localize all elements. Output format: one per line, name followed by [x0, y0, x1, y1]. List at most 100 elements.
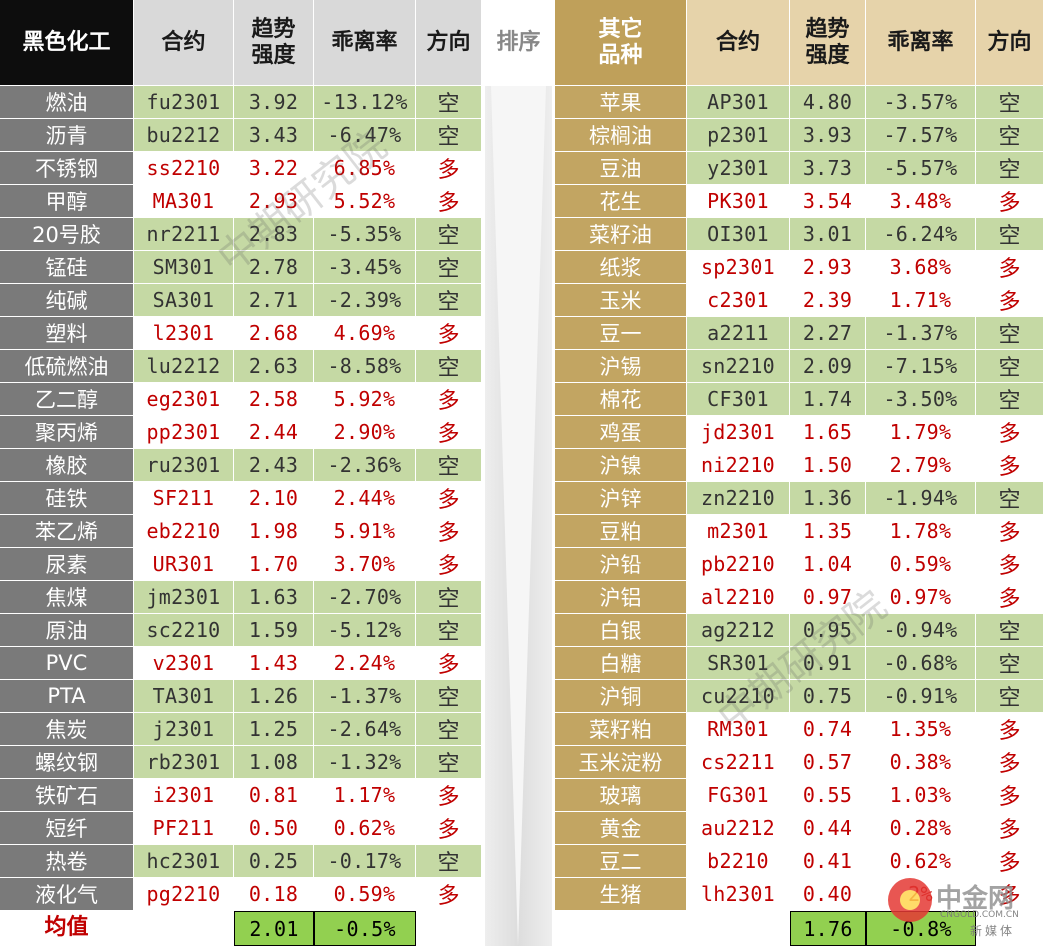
- right-deviation-cell: -7.57%: [866, 119, 976, 152]
- left-deviation-cell: -2.39%: [314, 284, 416, 317]
- left-direction-cell: 空: [416, 86, 482, 119]
- right-direction-cell: 空: [976, 383, 1044, 416]
- right-deviation-cell: -0.91%: [866, 680, 976, 713]
- right-variety-name: 花生: [555, 185, 687, 218]
- right-variety-name: 豆油: [555, 152, 687, 185]
- right-direction-cell: 多: [976, 713, 1044, 746]
- right-variety-name: 黄金: [555, 812, 687, 845]
- left-deviation-cell: -5.35%: [314, 218, 416, 251]
- right-strength-cell: 3.93: [790, 119, 866, 152]
- right-strength-cell: 1.65: [790, 416, 866, 449]
- left-direction-cell: 空: [416, 713, 482, 746]
- left-variety-name: 苯乙烯: [0, 515, 134, 548]
- left-variety-name: 塑料: [0, 317, 134, 350]
- left-deviation-cell: -2.64%: [314, 713, 416, 746]
- left-contract-cell: jm2301: [134, 581, 234, 614]
- left-variety-name: 原油: [0, 614, 134, 647]
- right-direction-cell: 多: [976, 185, 1044, 218]
- left-contract-cell: SA301: [134, 284, 234, 317]
- right-deviation-cell: 0.62%: [866, 845, 976, 878]
- right-strength-cell: 0.44: [790, 812, 866, 845]
- right-contract-cell: pb2210: [687, 548, 790, 581]
- left-direction-cell: 多: [416, 416, 482, 449]
- left-contract-cell: SF211: [134, 482, 234, 515]
- right-strength-cell: 0.74: [790, 713, 866, 746]
- left-direction-cell: 多: [416, 515, 482, 548]
- left-variety-name: 热卷: [0, 845, 134, 878]
- right-direction-cell: 多: [976, 746, 1044, 779]
- right-contract-cell: au2212: [687, 812, 790, 845]
- left-direction-cell: 空: [416, 614, 482, 647]
- left-direction-cell: 多: [416, 647, 482, 680]
- left-average-deviation: -0.5%: [314, 911, 416, 946]
- left-contract-cell: ru2301: [134, 449, 234, 482]
- right-deviation-cell: -7.15%: [866, 350, 976, 383]
- left-variety-name: PTA: [0, 680, 134, 713]
- left-deviation-cell: 2.90%: [314, 416, 416, 449]
- left-average-label: 均值: [0, 911, 134, 946]
- right-strength-cell: 0.41: [790, 845, 866, 878]
- right-deviation-cell: -1.37%: [866, 317, 976, 350]
- right-direction-cell: 空: [976, 482, 1044, 515]
- right-direction-cell: 多: [976, 416, 1044, 449]
- left-strength-cell: 2.58: [234, 383, 314, 416]
- left-contract-cell: eg2301: [134, 383, 234, 416]
- right-contract-cell: CF301: [687, 383, 790, 416]
- right-average-strength: 1.76: [790, 911, 866, 946]
- right-direction-cell: 多: [976, 515, 1044, 548]
- right-header-deviation: 乖离率: [866, 0, 976, 86]
- right-average-deviation: -0.8%: [866, 911, 976, 946]
- left-strength-cell: 2.83: [234, 218, 314, 251]
- right-strength-cell: 0.40: [790, 878, 866, 911]
- left-variety-name: 乙二醇: [0, 383, 134, 416]
- left-direction-cell: 多: [416, 482, 482, 515]
- right-deviation-cell: 3.68%: [866, 251, 976, 284]
- left-variety-name: 铁矿石: [0, 779, 134, 812]
- left-strength-cell: 0.81: [234, 779, 314, 812]
- left-contract-cell: pp2301: [134, 416, 234, 449]
- left-deviation-cell: 4.69%: [314, 317, 416, 350]
- left-deviation-cell: -1.37%: [314, 680, 416, 713]
- right-strength-cell: 0.91: [790, 647, 866, 680]
- left-deviation-cell: -5.12%: [314, 614, 416, 647]
- left-strength-cell: 0.50: [234, 812, 314, 845]
- right-contract-cell: AP301: [687, 86, 790, 119]
- right-deviation-cell: 1.35%: [866, 713, 976, 746]
- right-strength-cell: 0.57: [790, 746, 866, 779]
- left-deviation-cell: 2.44%: [314, 482, 416, 515]
- right-strength-cell: 3.73: [790, 152, 866, 185]
- left-variety-name: 燃油: [0, 86, 134, 119]
- right-contract-cell: sp2301: [687, 251, 790, 284]
- left-contract-cell: v2301: [134, 647, 234, 680]
- left-deviation-cell: -3.45%: [314, 251, 416, 284]
- left-variety-name: 尿素: [0, 548, 134, 581]
- left-contract-cell: TA301: [134, 680, 234, 713]
- right-variety-name: 沪锌: [555, 482, 687, 515]
- right-strength-cell: 3.01: [790, 218, 866, 251]
- right-direction-cell: 多: [976, 812, 1044, 845]
- right-deviation-cell: -1.94%: [866, 482, 976, 515]
- right-direction-cell: 多: [976, 779, 1044, 812]
- left-strength-cell: 2.10: [234, 482, 314, 515]
- left-direction-cell: 空: [416, 581, 482, 614]
- right-deviation-cell: 2.79%: [866, 449, 976, 482]
- left-strength-cell: 1.25: [234, 713, 314, 746]
- right-contract-cell: FG301: [687, 779, 790, 812]
- left-contract-cell: MA301: [134, 185, 234, 218]
- left-direction-cell: 多: [416, 317, 482, 350]
- left-contract-cell: UR301: [134, 548, 234, 581]
- right-deviation-cell: 0.28%: [866, 812, 976, 845]
- left-contract-cell: hc2301: [134, 845, 234, 878]
- right-strength-cell: 1.04: [790, 548, 866, 581]
- left-header-strength: 趋势 强度: [234, 0, 314, 86]
- left-contract-cell: PF211: [134, 812, 234, 845]
- left-variety-name: PVC: [0, 647, 134, 680]
- left-strength-cell: 2.63: [234, 350, 314, 383]
- left-strength-cell: 2.68: [234, 317, 314, 350]
- left-header-contract: 合约: [134, 0, 234, 86]
- right-contract-cell: a2211: [687, 317, 790, 350]
- left-deviation-cell: 5.92%: [314, 383, 416, 416]
- right-variety-name: 沪铝: [555, 581, 687, 614]
- right-variety-name: 棕榈油: [555, 119, 687, 152]
- left-strength-cell: 2.78: [234, 251, 314, 284]
